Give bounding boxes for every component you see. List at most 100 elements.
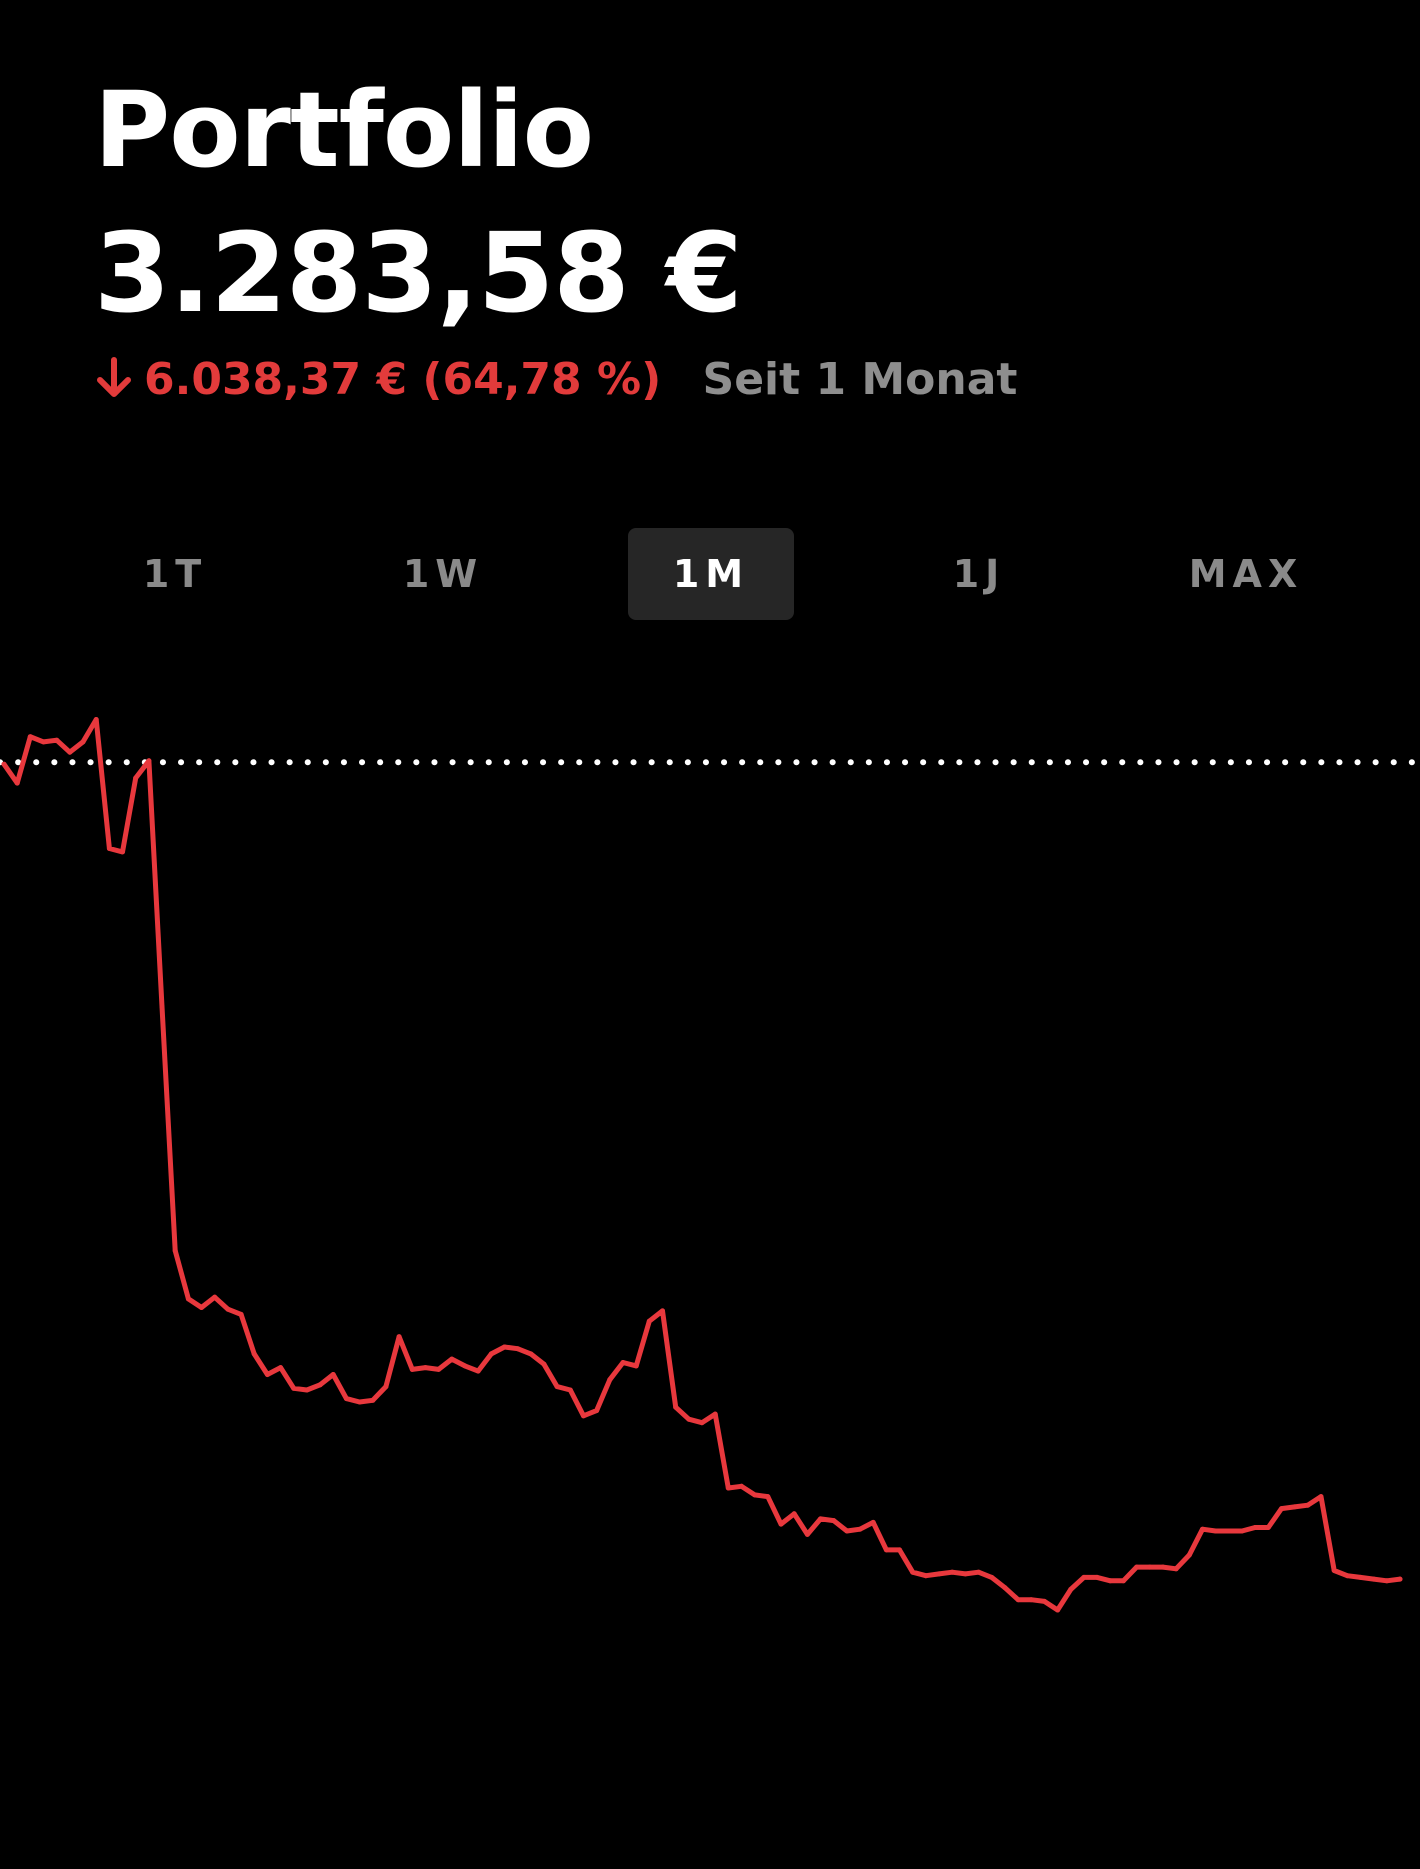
data-point <box>976 1569 982 1575</box>
data-point <box>1 761 7 767</box>
data-point <box>488 1351 494 1357</box>
data-point <box>581 1413 586 1419</box>
data-point <box>1134 1564 1140 1570</box>
data-point <box>936 1571 942 1577</box>
data-point <box>1384 1578 1390 1584</box>
data-point <box>1239 1528 1245 1534</box>
portfolio-chart[interactable] <box>0 640 1420 1869</box>
data-point <box>1041 1598 1047 1604</box>
data-point <box>343 1396 349 1402</box>
data-point <box>225 1306 231 1312</box>
data-point <box>1173 1566 1179 1572</box>
data-point <box>409 1366 415 1372</box>
data-point <box>1002 1585 1008 1591</box>
tab-1m[interactable]: 1M <box>628 528 794 620</box>
data-point <box>1252 1525 1258 1530</box>
data-point <box>1265 1525 1271 1530</box>
arrow-down-icon <box>97 357 131 397</box>
data-point <box>949 1569 955 1575</box>
data-point <box>212 1294 218 1300</box>
data-point <box>699 1420 705 1426</box>
data-point <box>765 1494 771 1500</box>
data-point <box>633 1363 639 1369</box>
data-point <box>594 1408 600 1414</box>
data-point <box>251 1351 257 1357</box>
data-point <box>528 1351 534 1357</box>
data-point <box>238 1311 244 1317</box>
data-point <box>1081 1574 1087 1580</box>
data-point <box>396 1334 402 1340</box>
tab-1w[interactable]: 1W <box>402 552 484 596</box>
data-point <box>330 1372 336 1377</box>
data-point <box>910 1569 916 1575</box>
data-point <box>752 1492 758 1498</box>
data-point <box>1344 1573 1350 1579</box>
data-point <box>1226 1528 1232 1534</box>
data-point <box>422 1365 428 1371</box>
data-point <box>14 780 20 786</box>
data-point <box>660 1308 665 1314</box>
data-point <box>673 1404 679 1410</box>
data-point <box>646 1318 652 1324</box>
data-point <box>475 1368 481 1374</box>
data-point <box>146 758 152 764</box>
data-point <box>291 1385 297 1391</box>
data-point <box>1107 1578 1113 1584</box>
data-point <box>923 1573 929 1579</box>
data-point <box>1186 1552 1192 1558</box>
data-point <box>897 1547 902 1553</box>
data-point <box>1094 1574 1100 1580</box>
data-point <box>567 1387 573 1393</box>
data-point <box>357 1399 363 1405</box>
data-point <box>199 1305 204 1310</box>
data-point <box>80 739 86 745</box>
data-points <box>1 717 1403 1613</box>
data-point <box>1213 1528 1219 1534</box>
data-point <box>1147 1564 1153 1570</box>
data-point <box>370 1397 376 1403</box>
data-point <box>1371 1576 1377 1582</box>
data-point <box>739 1483 744 1489</box>
performance-change: 6.038,37 € (64,78 %) <box>94 354 677 405</box>
data-point <box>1279 1506 1284 1512</box>
data-point <box>844 1528 850 1534</box>
performance-change-value: 6.038,37 € (64,78 %) <box>144 354 662 405</box>
data-point <box>1120 1578 1126 1584</box>
data-point <box>857 1526 863 1532</box>
data-point <box>106 846 112 851</box>
data-point <box>93 717 99 722</box>
data-point <box>462 1363 468 1369</box>
tab-max[interactable]: MAX <box>1188 552 1304 596</box>
data-point <box>1292 1504 1298 1510</box>
data-point <box>554 1384 560 1390</box>
data-point <box>1068 1586 1074 1592</box>
data-point <box>1200 1526 1205 1532</box>
data-point <box>67 749 73 755</box>
data-point <box>607 1377 613 1383</box>
data-point <box>1055 1607 1061 1613</box>
data-point <box>831 1518 837 1524</box>
data-point <box>133 775 139 781</box>
performance-period: Seit 1 Monat <box>702 354 1018 405</box>
data-point <box>54 737 60 743</box>
portfolio-header: Portfolio 3.283,58 € 6.038,37 € (64,78 %… <box>94 70 1017 408</box>
portfolio-value: 3.283,58 € <box>94 209 743 337</box>
data-point <box>1305 1502 1311 1508</box>
data-point <box>686 1416 692 1422</box>
data-point <box>620 1360 626 1365</box>
data-point <box>185 1296 191 1302</box>
data-point <box>1160 1564 1166 1570</box>
data-point <box>120 849 125 855</box>
data-point <box>172 1248 178 1254</box>
tab-1j[interactable]: 1J <box>952 552 1006 596</box>
data-point <box>27 734 33 740</box>
series-line <box>1 717 1403 1613</box>
data-point <box>278 1365 284 1371</box>
data-point <box>1028 1597 1034 1603</box>
data-point <box>1318 1494 1324 1500</box>
data-point <box>515 1346 521 1352</box>
data-point <box>304 1387 310 1393</box>
data-point <box>989 1574 995 1580</box>
page-title: Portfolio <box>94 69 594 191</box>
tab-1t[interactable]: 1T <box>142 552 208 596</box>
